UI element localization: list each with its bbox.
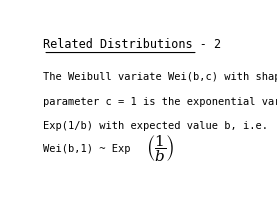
Text: Related Distributions - 2: Related Distributions - 2: [43, 38, 221, 51]
Text: Exp(1/b) with expected value b, i.e.: Exp(1/b) with expected value b, i.e.: [43, 121, 268, 131]
Text: Wei(b,1) ~ Exp: Wei(b,1) ~ Exp: [43, 144, 131, 154]
Text: $\left(\dfrac{1}{b}\right)$: $\left(\dfrac{1}{b}\right)$: [146, 134, 175, 164]
Text: parameter c = 1 is the exponential variate: parameter c = 1 is the exponential varia…: [43, 97, 277, 107]
Text: The Weibull variate Wei(b,c) with shape: The Weibull variate Wei(b,c) with shape: [43, 73, 277, 83]
